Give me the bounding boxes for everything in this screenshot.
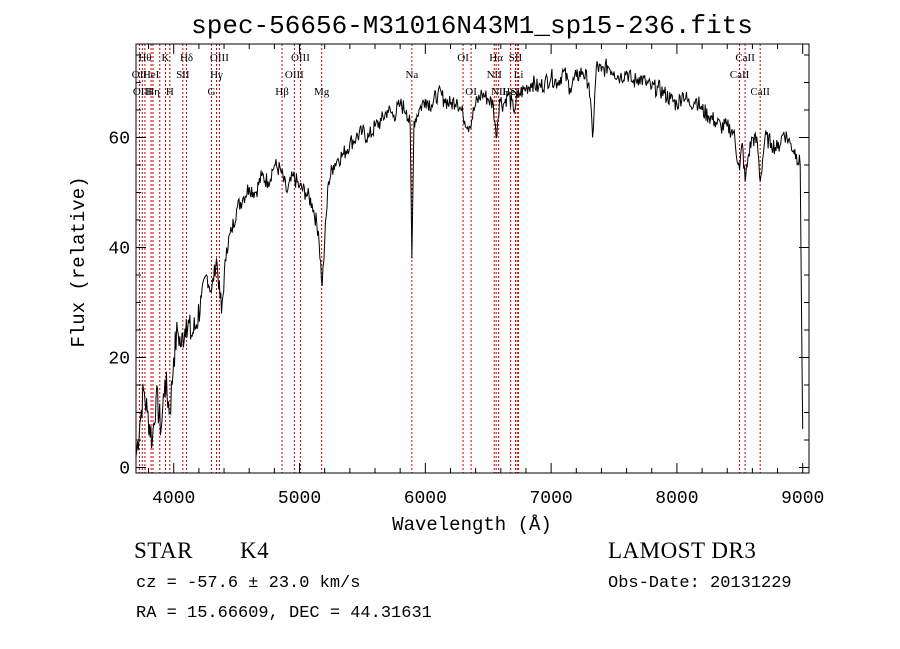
spectral-line-label: OI (465, 86, 477, 98)
spectral-line-label: CaII (750, 86, 770, 98)
spectral-line-label: Na (405, 69, 418, 81)
y-tick-label: 60 (108, 130, 130, 150)
x-tick-label: 9000 (781, 489, 824, 509)
spectral-line-label: Hα (489, 52, 503, 64)
spectral-line-label: Hβ (275, 86, 289, 98)
y-axis-label: Flux (relative) (68, 176, 90, 347)
spectral-line-label: NII (487, 69, 503, 81)
x-tick-label: 7000 (530, 489, 573, 509)
sky-coordinates: RA = 15.66609, DEC = 44.31631 (136, 604, 432, 623)
spectral-line-label: K (161, 52, 169, 64)
x-axis-label: Wavelength (Å) (392, 514, 552, 536)
y-tick-label: 20 (108, 350, 130, 370)
x-tick-label: 8000 (655, 489, 698, 509)
spectral-line-label: OIII (291, 52, 310, 64)
spectral-line-label: CaII (730, 69, 750, 81)
spectral-line-label: SII (509, 52, 523, 64)
plot-frame (135, 43, 810, 474)
spectral-class: K4 (240, 538, 270, 563)
spectral-line-label: OI (457, 52, 469, 64)
y-tick-label: 40 (108, 240, 130, 260)
spectral-line-label: Hη (146, 86, 160, 98)
redshift-velocity: cz = -57.6 ± 23.0 km/s (136, 574, 361, 593)
spectral-line-label: Hθ (138, 52, 151, 64)
chart-title: spec-56656-M31016N43M1_sp15-236.fits (191, 11, 753, 41)
spectral-line-label: H (166, 86, 174, 98)
x-tick-label: 6000 (404, 489, 447, 509)
x-tick-label: 5000 (278, 489, 321, 509)
spectral-line-label: SII (176, 69, 190, 81)
spectral-lines: OIIOIIIHθHeIHηKHSIIHδGHγOIIIHβOIIIOIIIMg… (132, 44, 770, 473)
object-type: STAR (134, 538, 193, 563)
spectral-line-label: Hδ (180, 52, 193, 64)
spectral-line-label: G (208, 86, 216, 98)
y-tick-label: 0 (119, 460, 130, 480)
spectral-line-label: Mg (314, 86, 330, 98)
spectral-line-label: Li (514, 69, 524, 81)
observation-date: Obs-Date: 20131229 (608, 574, 792, 593)
axis-ticks: 4000 5000 6000 7000 8000 9000 0 20 40 60 (108, 44, 824, 509)
spectral-line-label: OIII (210, 52, 229, 64)
spectral-line-label: NII (491, 86, 507, 98)
spectral-line-label: OIII (133, 86, 152, 98)
x-tick-label: 4000 (152, 489, 195, 509)
spectral-line-label: HeI (143, 69, 160, 81)
spectral-line-label: CaII (735, 52, 755, 64)
spectral-line-label: Hγ (210, 69, 223, 81)
survey-name: LAMOST DR3 (608, 538, 757, 563)
spectral-line-label: OIII (285, 69, 304, 81)
spectrum-series (135, 58, 804, 457)
